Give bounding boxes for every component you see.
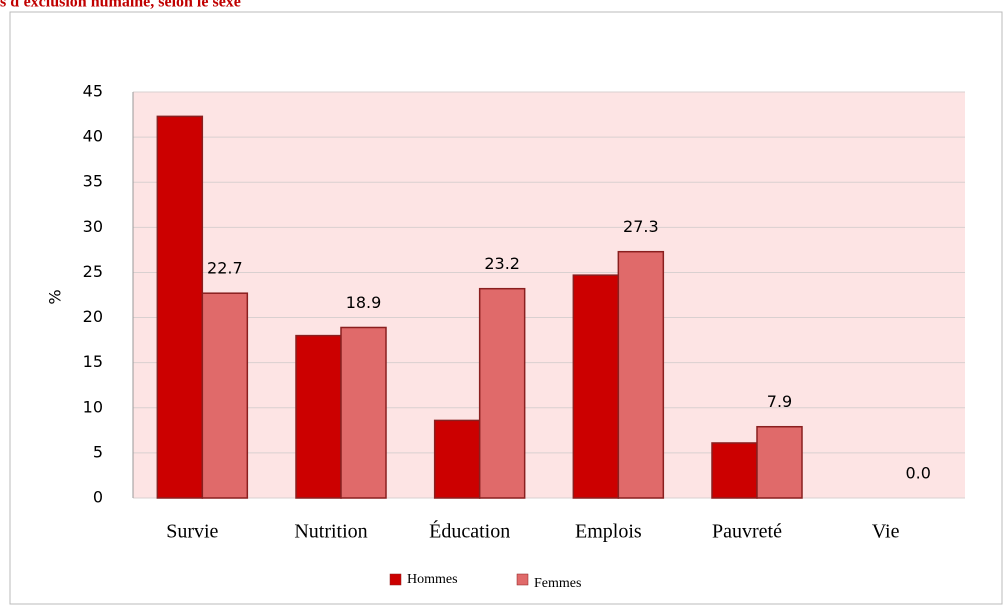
y-tick-label: 0 [93, 488, 103, 507]
bar [156, 115, 204, 499]
chart-frame [9, 11, 1003, 605]
x-tick-label: Vie [872, 521, 900, 543]
plot-area [133, 92, 965, 498]
bar [201, 292, 249, 499]
x-tick-label: Emplois [575, 521, 642, 543]
y-tick-label: 5 [93, 442, 103, 461]
data-label: 22.7 [207, 259, 243, 278]
data-label: 7.9 [767, 392, 792, 411]
data-label: 27.3 [623, 217, 659, 236]
bar [340, 326, 387, 499]
y-tick-label: 10 [83, 397, 103, 416]
bar [433, 419, 481, 499]
y-tick-label: 25 [83, 262, 103, 281]
chart-title: s d'exclusion humaine, selon le sexe [0, 0, 241, 11]
y-tick-label: 40 [83, 127, 103, 146]
data-label: 18.9 [346, 293, 382, 312]
legend-swatch [516, 573, 529, 586]
y-tick-label: 30 [83, 217, 103, 236]
y-tick-label: 45 [83, 82, 103, 101]
y-tick-label: 20 [83, 307, 103, 326]
y-tick-label: 35 [83, 172, 103, 191]
y-tick-label: 15 [83, 352, 103, 371]
x-tick-label: Survie [166, 521, 218, 543]
legend-swatch [389, 573, 402, 586]
bar [572, 274, 620, 499]
bar [478, 287, 526, 499]
x-tick-label: Pauvreté [712, 521, 782, 543]
bar [295, 334, 342, 499]
legend-label: Femmes [534, 576, 581, 591]
bar [711, 442, 758, 499]
legend-label: Hommes [407, 572, 458, 587]
x-tick-label: Éducation [429, 520, 510, 543]
bar [617, 250, 665, 499]
data-label: 23.2 [484, 254, 520, 273]
bar [756, 425, 803, 499]
x-tick-label: Nutrition [294, 521, 367, 543]
data-label: 0.0 [905, 464, 930, 483]
y-axis-label: % [46, 289, 65, 304]
